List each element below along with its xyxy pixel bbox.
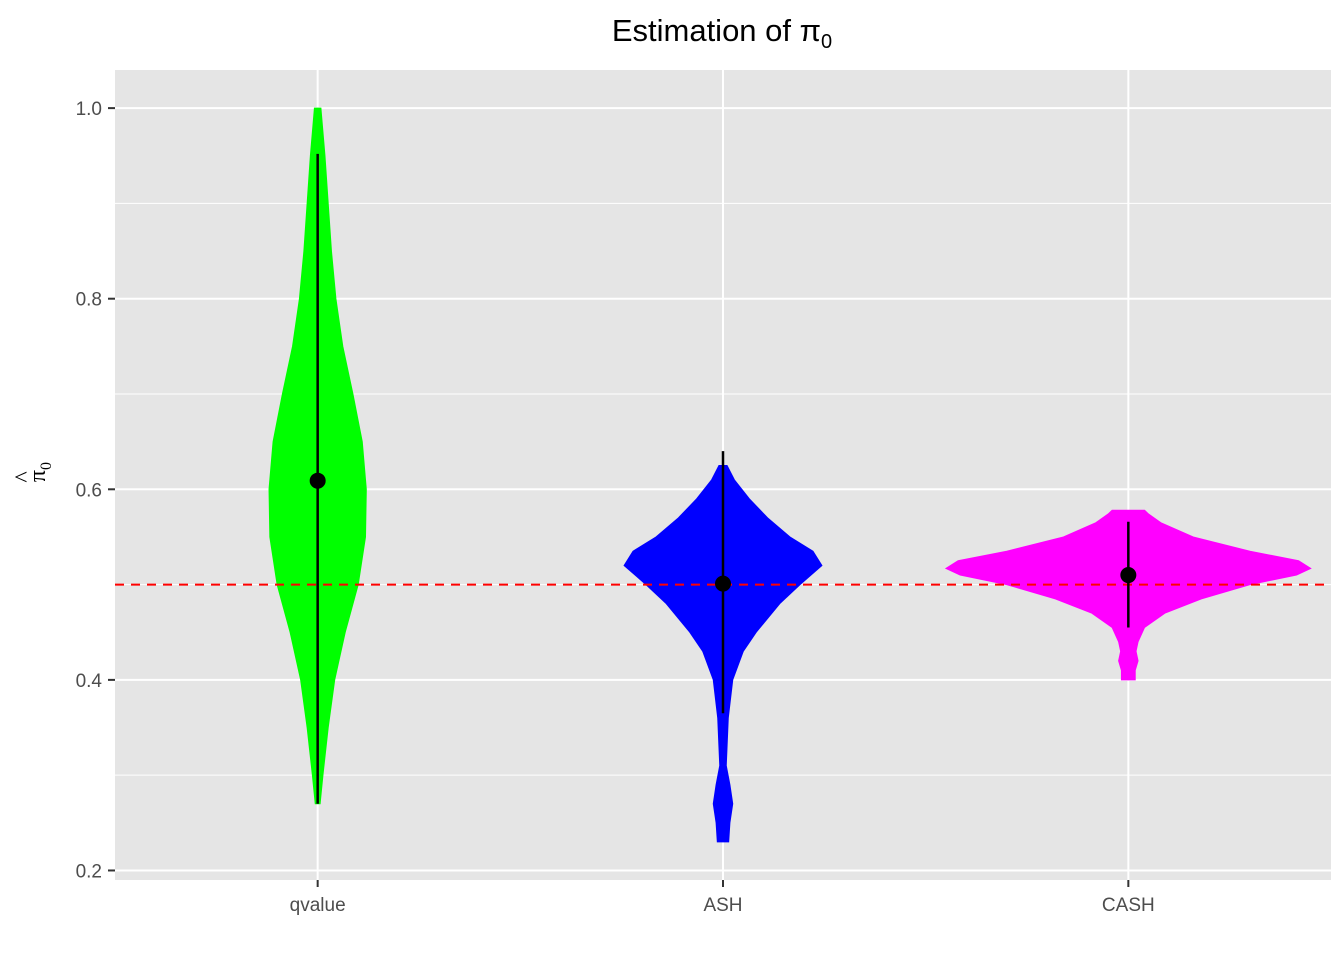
y-axis-label-text: π0: [25, 462, 55, 482]
y-tick-label: 0.4: [76, 671, 103, 692]
y-tick-label: 0.8: [76, 290, 102, 311]
y-axis-label: π0 ^: [11, 462, 55, 483]
y-axis: 0.2 0.4 0.6 0.8 1.0: [76, 99, 115, 882]
chart-title: Estimation of π0: [612, 13, 832, 53]
mean-points: [309, 472, 1137, 592]
x-tick-label: CASH: [1102, 895, 1155, 916]
y-tick-label: 1.0: [76, 99, 102, 120]
y-tick-label: 0.2: [76, 861, 102, 882]
y-tick-label: 0.6: [76, 480, 102, 501]
mean-point-ASH: [715, 575, 731, 592]
x-tick-label: ASH: [703, 895, 742, 916]
y-axis-label-hat: ^: [11, 471, 37, 482]
mean-point-CASH: [1120, 567, 1137, 584]
x-axis: qvalue ASH CASH: [290, 880, 1155, 916]
x-tick-label: qvalue: [290, 895, 346, 916]
mean-point-qvalue: [309, 472, 326, 489]
